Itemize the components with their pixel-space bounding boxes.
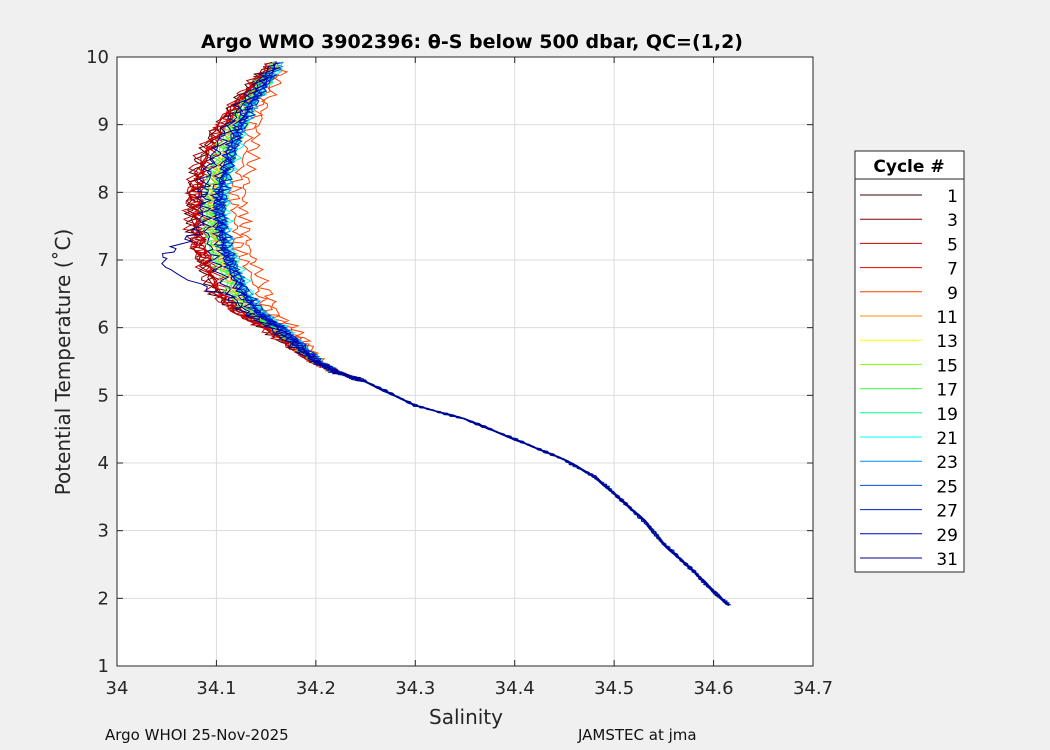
y-axis-label: Potential Temperature (˚C)	[51, 229, 75, 496]
legend-label: 17	[936, 381, 958, 401]
legend-label: 19	[936, 405, 958, 425]
legend-label: 11	[936, 308, 958, 328]
legend-label: 21	[936, 429, 958, 449]
y-tick-label: 7	[98, 250, 109, 271]
x-tick-label: 34	[106, 678, 129, 699]
legend-label: 3	[947, 211, 958, 231]
axes-box	[116, 56, 814, 667]
legend-label: 9	[947, 284, 958, 304]
y-tick-label: 8	[98, 182, 109, 203]
plot-area	[117, 57, 813, 666]
legend-label: 15	[936, 356, 958, 376]
legend-label: 29	[936, 526, 958, 546]
ticks: 34 34.1 34.2 34.3 34.4 34.5 34.6 34.71234567891…	[86, 47, 833, 699]
x-tick-label: 34.2	[296, 678, 336, 699]
legend-label: 5	[947, 235, 958, 255]
series-line-cycle-31	[161, 61, 728, 605]
y-tick-label: 9	[98, 115, 109, 136]
y-tick-label: 6	[98, 318, 109, 339]
x-tick-label: 34.1	[196, 678, 236, 699]
legend-label: 27	[936, 502, 958, 522]
y-tick-label: 1	[98, 656, 109, 677]
series-line-cycle-31	[196, 67, 730, 606]
footer-right: JAMSTEC at jma	[578, 726, 697, 744]
legend-label: 23	[936, 453, 958, 473]
chart-title: Argo WMO 3902396: θ-S below 500 dbar, QC…	[201, 31, 743, 53]
series-lines	[161, 61, 731, 606]
x-tick-label: 34.3	[395, 678, 435, 699]
y-tick-label: 4	[98, 453, 109, 474]
x-tick-label: 34.6	[694, 678, 734, 699]
x-tick-label: 34.7	[793, 678, 833, 699]
legend-label: 13	[936, 332, 958, 352]
legend-label: 1	[947, 187, 958, 207]
y-tick-label: 10	[86, 47, 109, 68]
legend-title: Cycle #	[873, 157, 944, 177]
legend-label: 7	[947, 260, 958, 280]
legend-label: 31	[936, 550, 958, 570]
y-tick-label: 3	[98, 521, 109, 542]
footer-left: Argo WHOI 25-Nov-2025	[105, 726, 289, 744]
x-tick-label: 34.5	[594, 678, 634, 699]
y-tick-label: 2	[98, 588, 109, 609]
y-tick-label: 5	[98, 385, 109, 406]
x-tick-label: 34.4	[495, 678, 535, 699]
x-axis-label: Salinity	[429, 705, 503, 729]
legend-label: 25	[936, 477, 958, 497]
